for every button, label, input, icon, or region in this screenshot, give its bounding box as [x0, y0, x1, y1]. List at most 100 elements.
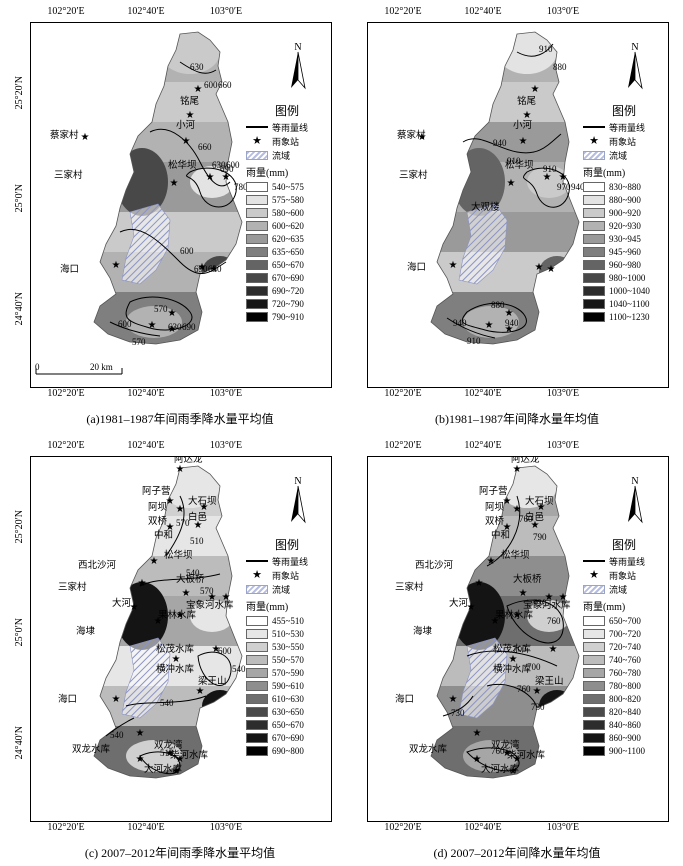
star-icon: ★: [252, 569, 262, 581]
legend-station-entry: ★ 雨象站: [583, 569, 665, 581]
place-label: 大河: [112, 597, 132, 609]
place-label: 大河水库: [481, 763, 520, 775]
legend-class-entry: 820~840: [583, 706, 665, 717]
contour-label: 540: [186, 568, 200, 578]
contour-label: 540: [110, 730, 124, 740]
class-range-label: 960~980: [609, 259, 641, 270]
legend-class-entry: 790~910: [246, 311, 328, 322]
class-swatch: [246, 207, 268, 218]
station-star: ★: [206, 172, 215, 183]
place-label: 铭尾: [517, 95, 536, 107]
legend-class-entry: 900~1100: [583, 745, 665, 756]
panel-caption: (c) 2007–2012年间雨季降水量平均值: [84, 846, 276, 860]
place-label: 大石坝: [188, 495, 217, 507]
contour-label: 790: [533, 532, 547, 542]
class-swatch: [583, 259, 605, 270]
longitude-label-top: 102°40′E: [127, 6, 165, 17]
place-label: 阿子营: [142, 485, 171, 497]
isohyet-line: [197, 651, 232, 686]
legend-class-entry: 650~670: [246, 259, 328, 270]
isohyet-line: [139, 573, 221, 587]
station-star: ★: [196, 686, 205, 697]
class-range-label: 840~860: [609, 719, 641, 730]
place-label: 三家村: [54, 169, 83, 181]
legend-class-entry: 550~570: [246, 654, 328, 665]
isohyet-line: [165, 495, 185, 557]
legend-basin-label: 流域: [609, 584, 628, 595]
station-star: ★: [176, 754, 185, 765]
place-label: 松华坝: [164, 549, 193, 561]
class-swatch: [583, 311, 605, 322]
place-label: 松华坝: [505, 159, 534, 171]
longitude-label-top: 102°20′E: [384, 6, 422, 17]
station-star: ★: [81, 132, 90, 143]
legend-class-entry: 720~790: [246, 298, 328, 309]
place-label: 阿坝: [148, 502, 168, 513]
class-swatch: [246, 220, 268, 231]
contour-label: 600: [218, 646, 232, 656]
basin-swatch: [246, 150, 268, 160]
place-label: 海埭: [413, 625, 433, 637]
class-range-label: 720~740: [609, 641, 641, 652]
place-label: 西北沙河: [415, 559, 454, 571]
isohyet-line: [462, 302, 527, 333]
class-range-label: 880~900: [609, 194, 641, 205]
isohyet-line: [109, 321, 161, 337]
class-swatch: [246, 259, 268, 270]
contour-label: 910: [507, 156, 521, 166]
class-range-label: 630~650: [272, 706, 304, 717]
contour-label: 570: [154, 304, 168, 314]
station-star: ★: [485, 320, 494, 331]
station-star: ★: [549, 644, 558, 655]
class-swatch: [583, 706, 605, 717]
legend-class-entry: 650~670: [246, 719, 328, 730]
legend-basin-label: 流域: [272, 584, 291, 595]
contour-label: 940: [505, 318, 519, 328]
contour-label: 570: [200, 586, 214, 596]
station-star: ★: [543, 172, 552, 183]
class-range-label: 670~690: [272, 732, 304, 743]
contour-label: 780: [234, 182, 248, 192]
isohyet-line: [179, 61, 217, 74]
place-label: 双龙水库: [72, 743, 111, 755]
station-star: ★: [176, 464, 185, 475]
place-label: 海口: [58, 693, 77, 705]
legend-class-entry: 690~800: [246, 745, 328, 756]
contour-label: 600: [180, 246, 194, 256]
contour-label: 600: [118, 319, 132, 329]
legend: 图例 等雨量线 ★ 雨象站 流域 雨量(mm) 455~510 510~530 530~550 5…: [246, 536, 328, 758]
class-range-label: 800~820: [609, 693, 641, 704]
place-label: 阿子营: [479, 485, 508, 497]
north-label: N: [294, 476, 301, 487]
legend-station-entry: ★ 雨象站: [583, 135, 665, 147]
legend: 图例 等雨量线 ★ 雨象站 流域 雨量(mm) 650~700 700~720 720~740 7…: [583, 536, 665, 758]
contour-label: 880: [491, 300, 505, 310]
place-label: 宝象河水库: [523, 599, 571, 611]
legend-class-entry: 900~920: [583, 207, 665, 218]
legend-class-entry: 945~960: [583, 246, 665, 257]
legend-basin-entry: 流域: [246, 583, 328, 595]
place-label: 大河: [449, 597, 469, 609]
place-label: 三家村: [395, 581, 424, 593]
class-swatch: [583, 181, 605, 192]
class-swatch: [246, 628, 268, 639]
class-range-label: 1040~1100: [609, 298, 650, 309]
class-range-label: 860~900: [609, 732, 641, 743]
map-panel-d: 102°20′E 102°40′E 103°0′E 102°20′E 102°40′E 1…: [345, 440, 670, 833]
longitude-label-bottom: 103°0′E: [546, 822, 580, 833]
station-star: ★: [509, 766, 518, 777]
contour-label: 690: [194, 264, 208, 274]
contour-label: 510: [190, 536, 204, 546]
class-swatch: [246, 706, 268, 717]
place-label: 果林水库: [158, 609, 197, 621]
region-outline: [93, 31, 243, 345]
class-range-label: 900~1100: [609, 745, 646, 756]
longitude-label-top: 102°40′E: [127, 440, 165, 451]
legend-class-entry: 570~590: [246, 667, 328, 678]
class-swatch: [246, 233, 268, 244]
contour-label: 760: [491, 746, 505, 756]
contour-label: 600: [226, 160, 240, 170]
station-star: ★: [172, 766, 181, 777]
station-star: ★: [509, 654, 518, 665]
latitude-label-left: 25°0′N: [14, 184, 25, 213]
